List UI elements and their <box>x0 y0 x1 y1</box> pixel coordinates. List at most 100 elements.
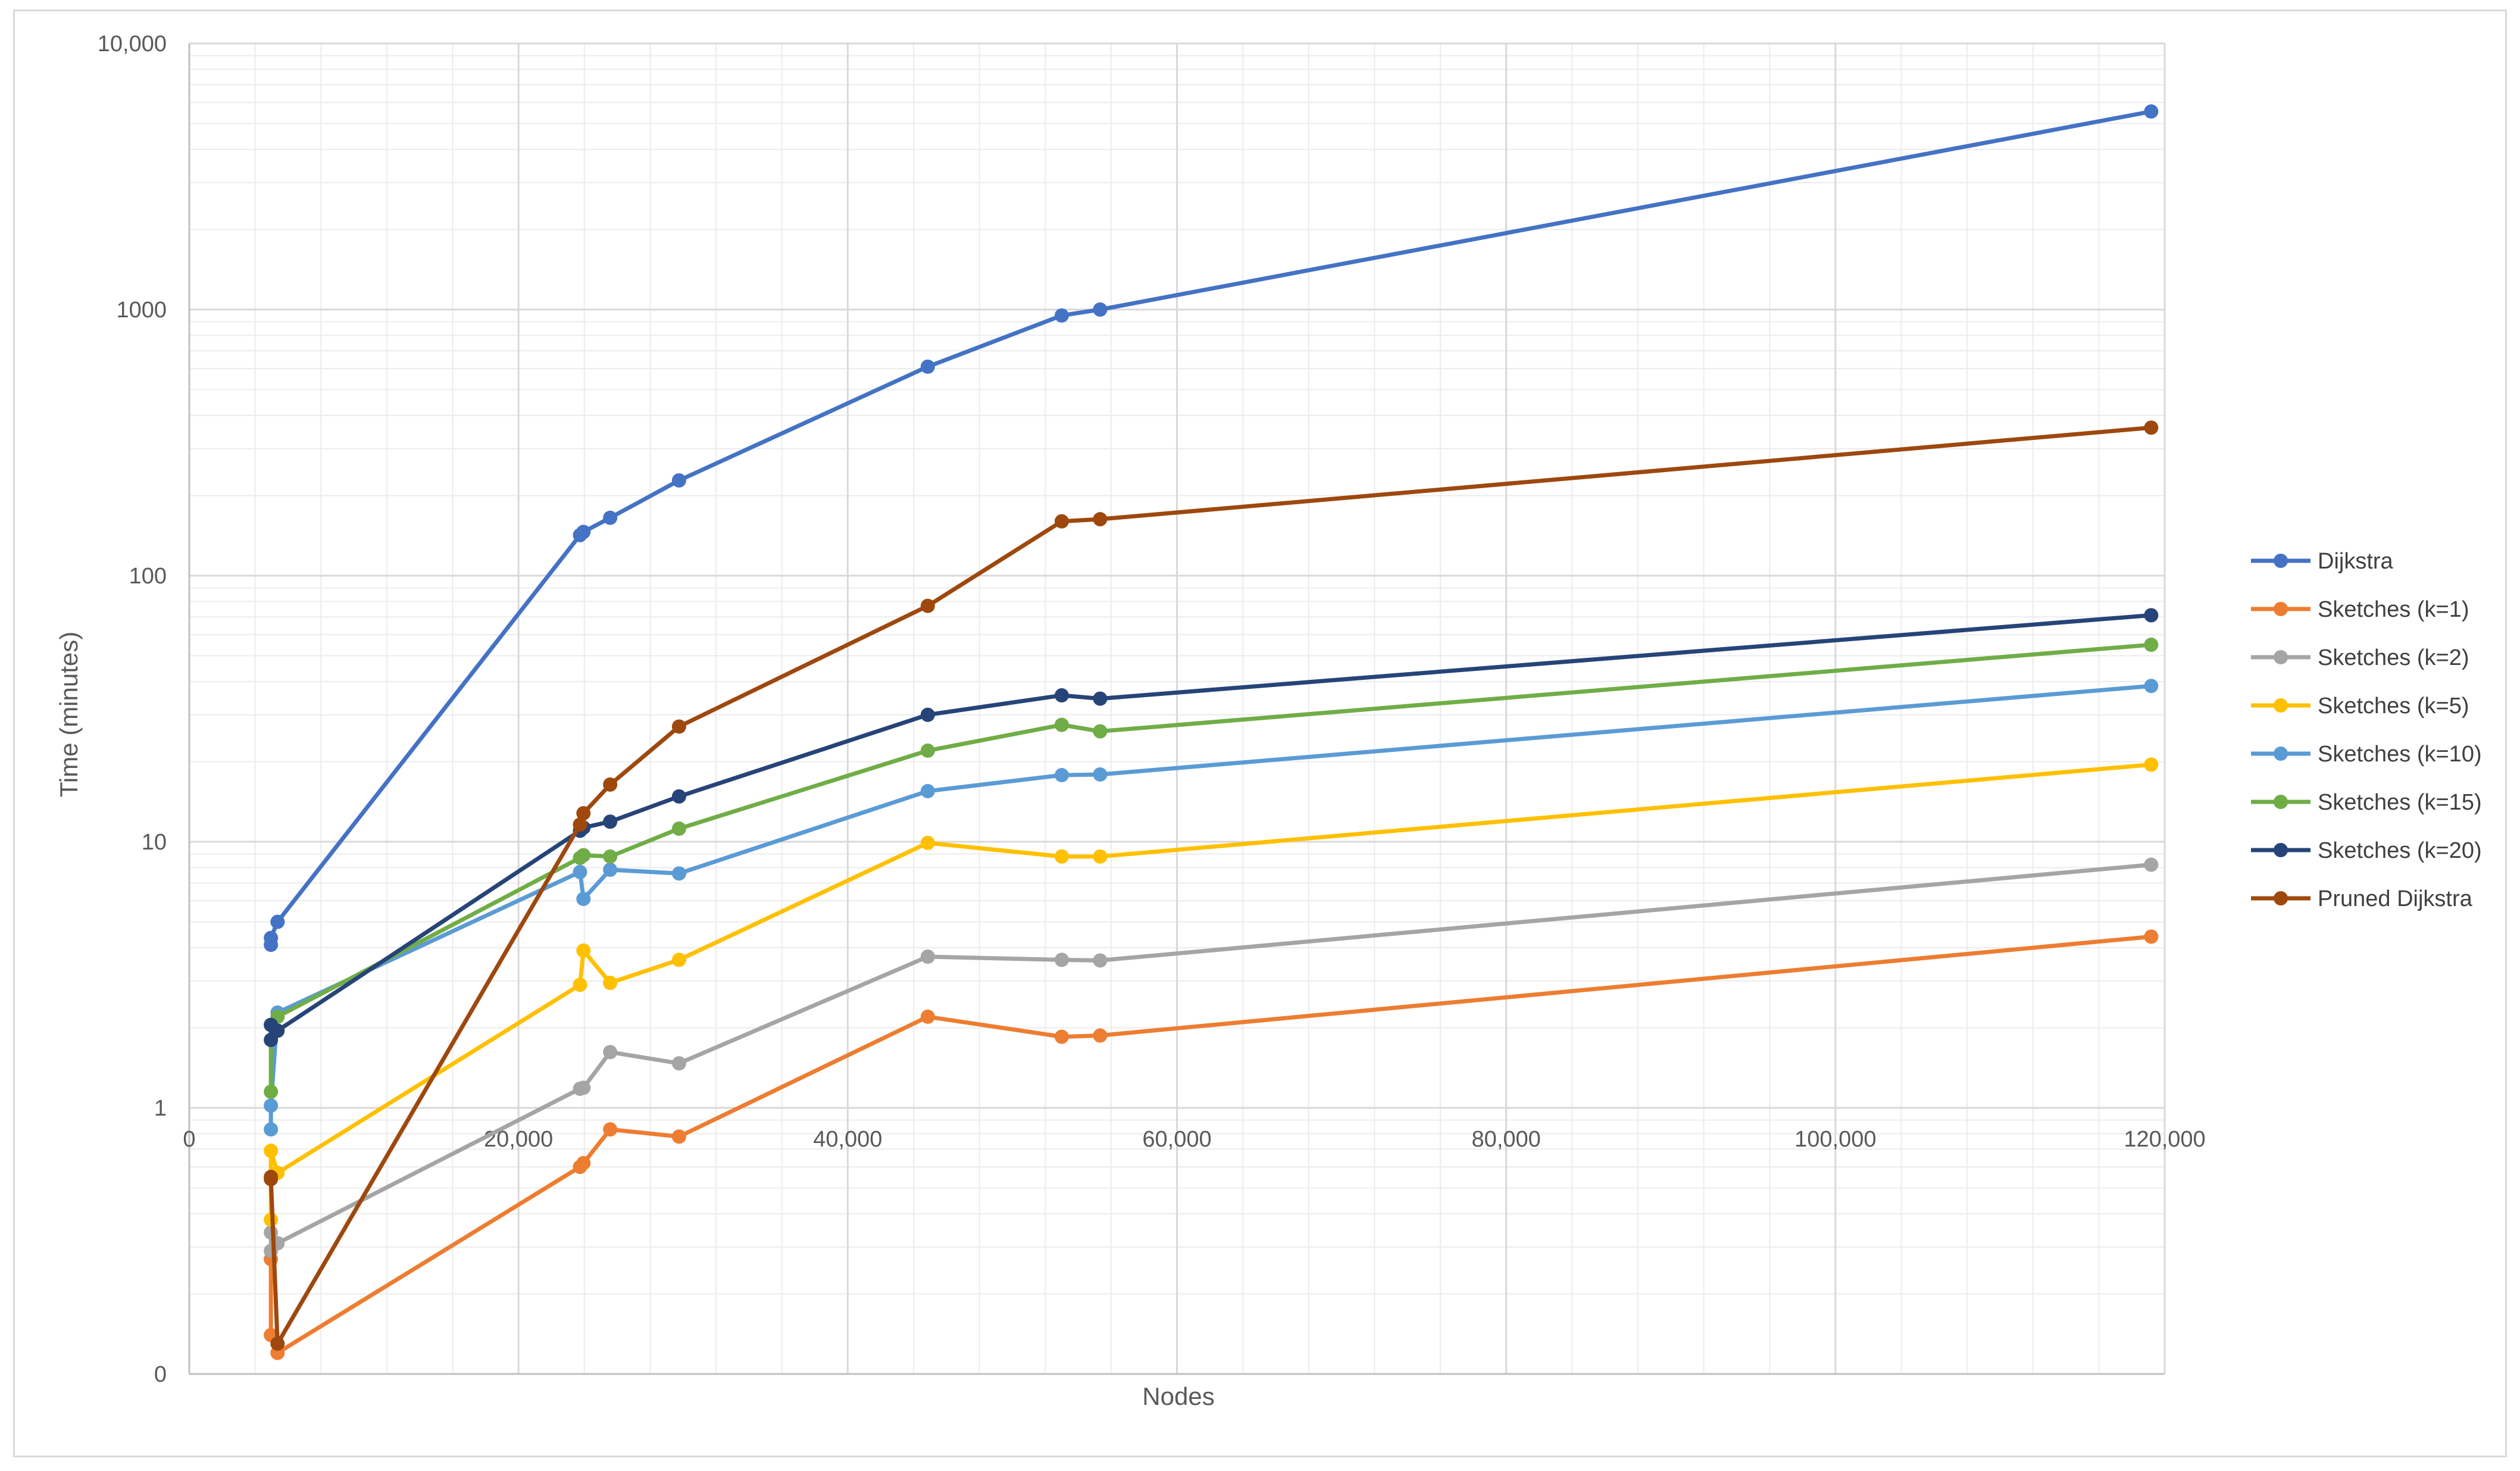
y-tick-label: 10,000 <box>98 32 167 57</box>
data-point <box>603 849 618 864</box>
data-point <box>603 975 618 990</box>
legend: Dijkstra Sketches (k=1) Sketches (k=2) Sket… <box>2251 549 2482 911</box>
data-point <box>671 821 686 836</box>
y-axis-tick-labels: 0 1 10 100 1000 10,000 <box>98 32 167 1387</box>
legend-label: Sketches (k=10) <box>2318 742 2482 767</box>
data-point <box>1093 691 1108 706</box>
series-sketches-k-15 <box>264 638 2159 1099</box>
data-point <box>576 1080 591 1095</box>
data-point <box>1054 952 1069 967</box>
series-line <box>268 683 2152 1130</box>
data-point <box>671 719 686 734</box>
legend-item: Sketches (k=1) <box>2251 597 2469 622</box>
data-point <box>1054 308 1069 323</box>
data-point <box>1093 1028 1108 1043</box>
data-point <box>920 598 935 613</box>
data-point <box>603 814 618 829</box>
data-point <box>671 952 686 967</box>
y-tick-label: 1 <box>154 1096 167 1121</box>
y-tick-label: 100 <box>129 564 167 589</box>
x-tick-label: 40,000 <box>813 1127 882 1152</box>
legend-label: Sketches (k=2) <box>2318 645 2469 670</box>
x-tick-label: 0 <box>183 1127 195 1152</box>
plot-axes <box>188 43 2165 1375</box>
series-layer <box>264 104 2159 1360</box>
y-tick-label: 1000 <box>116 298 167 323</box>
series-pruned-dijkstra <box>264 420 2159 1351</box>
series-line <box>268 863 2152 1251</box>
y-tick-label: 0 <box>154 1362 167 1387</box>
data-point <box>920 835 935 850</box>
data-point <box>2144 608 2159 623</box>
data-point <box>671 866 686 881</box>
data-point <box>576 891 591 906</box>
data-point <box>2144 757 2159 772</box>
data-point <box>264 1122 279 1137</box>
x-tick-label: 100,000 <box>1794 1127 1876 1152</box>
legend-label: Dijkstra <box>2318 549 2394 574</box>
data-point <box>2144 104 2159 119</box>
legend-swatch-marker <box>2274 891 2288 905</box>
legend-label: Sketches (k=1) <box>2318 597 2469 622</box>
legend-swatch-marker <box>2274 554 2288 568</box>
data-point <box>2144 929 2159 944</box>
legend-item: Dijkstra <box>2251 549 2394 574</box>
data-point <box>1054 1029 1069 1044</box>
x-tick-label: 80,000 <box>1472 1127 1541 1152</box>
major-gridlines <box>188 42 2166 1375</box>
series-line <box>268 613 2152 1040</box>
data-point <box>671 473 686 488</box>
data-point <box>671 789 686 804</box>
data-point <box>2144 638 2159 652</box>
data-point <box>603 1045 618 1060</box>
data-point <box>920 743 935 758</box>
data-point <box>2144 857 2159 872</box>
data-point <box>264 1098 279 1113</box>
data-point <box>1054 849 1069 864</box>
data-point <box>264 1084 279 1099</box>
y-axis-title: Time (minutes) <box>55 632 83 797</box>
legend-swatch-marker <box>2274 650 2288 664</box>
legend-swatch-marker <box>2274 795 2288 809</box>
data-point <box>920 950 935 964</box>
data-point <box>576 848 591 863</box>
data-point <box>920 783 935 798</box>
data-point <box>573 977 587 992</box>
data-point <box>1093 953 1108 968</box>
legend-label: Sketches (k=20) <box>2318 838 2482 863</box>
data-point <box>1054 717 1069 732</box>
series-sketches-k-2 <box>264 857 2159 1258</box>
data-point <box>1093 767 1108 782</box>
x-axis-tick-labels: 0 20,000 40,000 60,000 80,000 100,000 120,000 <box>183 1127 2205 1152</box>
chart-frame <box>13 10 2507 1457</box>
legend-swatch-marker <box>2274 843 2288 857</box>
data-point <box>264 930 279 945</box>
data-point <box>1054 688 1069 703</box>
data-point <box>920 707 935 722</box>
legend-label: Pruned Dijkstra <box>2318 886 2473 911</box>
series-line <box>268 109 2152 945</box>
data-point <box>573 864 587 879</box>
data-point <box>270 1023 285 1038</box>
legend-label: Sketches (k=15) <box>2318 790 2482 815</box>
data-point <box>920 359 935 374</box>
data-point <box>576 524 591 539</box>
data-point <box>2144 420 2159 435</box>
data-point <box>264 1172 279 1186</box>
data-point <box>2144 679 2159 694</box>
data-point <box>270 1336 285 1351</box>
data-point <box>1054 514 1069 529</box>
data-point <box>1093 849 1108 864</box>
data-point <box>576 943 591 958</box>
data-point <box>1093 302 1108 317</box>
data-point <box>603 510 618 525</box>
data-point <box>1093 512 1108 527</box>
data-point <box>603 1122 618 1137</box>
data-point <box>264 1144 279 1158</box>
data-point <box>576 806 591 821</box>
series-sketches-k-5 <box>264 757 2159 1227</box>
data-point <box>603 777 618 792</box>
legend-item: Sketches (k=10) <box>2251 742 2482 767</box>
data-point <box>576 1155 591 1170</box>
